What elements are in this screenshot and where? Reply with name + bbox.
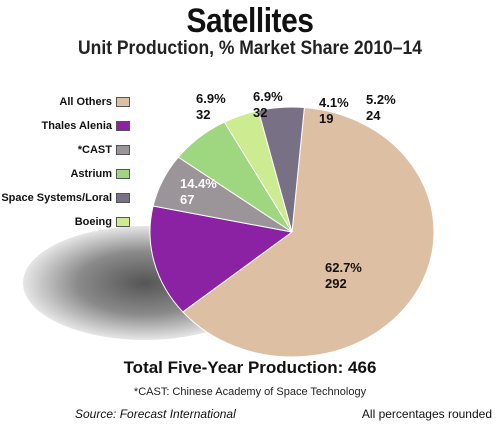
legend-item: Space Systems/Loral bbox=[0, 191, 130, 215]
slice-label-pct: 5.2% bbox=[366, 92, 396, 107]
slice-label-units: 19 bbox=[319, 111, 333, 126]
slice-label-units: 292 bbox=[325, 276, 347, 291]
rounding-note: All percentages rounded bbox=[361, 407, 492, 421]
footnote: *CAST: Chinese Academy of Space Technolo… bbox=[133, 386, 367, 398]
slice-label-pct: 62.7% bbox=[325, 260, 362, 275]
legend-swatch bbox=[116, 145, 130, 155]
slice-label-units: 32 bbox=[196, 107, 210, 122]
legend-item: All Others bbox=[0, 95, 130, 119]
pie-slice-space-systems-loral bbox=[257, 106, 305, 233]
legend-swatch bbox=[116, 97, 130, 107]
slice-label-pct: 6.9% bbox=[196, 91, 226, 106]
slice-label-units: 67 bbox=[180, 192, 194, 207]
legend-label: Space Systems/Loral bbox=[1, 192, 112, 204]
legend-swatch bbox=[116, 193, 130, 203]
legend-label: All Others bbox=[59, 96, 112, 108]
legend-swatch bbox=[116, 217, 130, 227]
slice-label-pct: 4.1% bbox=[319, 95, 349, 110]
legend-item: *CAST bbox=[0, 143, 130, 167]
pie-slice-thales-alenia bbox=[149, 205, 294, 313]
chart-legend: All Others Thales Alenia *CAST Astrium Space… bbox=[0, 95, 130, 239]
legend-item: Thales Alenia bbox=[0, 119, 130, 143]
legend-label: *CAST bbox=[77, 144, 112, 156]
legend-label: Astrium bbox=[70, 168, 112, 180]
source-note: Source: Forecast International bbox=[75, 407, 236, 421]
slice-label-units: 24 bbox=[366, 108, 381, 123]
pie-slices bbox=[149, 106, 435, 358]
chart-title: Satellites bbox=[186, 2, 314, 40]
legend-item: Astrium bbox=[0, 167, 130, 191]
chart-subtitle: Unit Production, % Market Share 2010–14 bbox=[78, 38, 422, 59]
total-production: Total Five-Year Production: 466 bbox=[123, 358, 377, 377]
slice-label-pct: 14.4% bbox=[180, 176, 217, 191]
slice-label-units: 32 bbox=[253, 105, 267, 120]
pie-slice-all-others bbox=[182, 106, 435, 358]
legend-swatch bbox=[116, 121, 130, 131]
legend-swatch bbox=[116, 169, 130, 179]
slice-label-pct: 6.9% bbox=[253, 89, 283, 104]
legend-label: Thales Alenia bbox=[41, 120, 112, 132]
legend-item: Boeing bbox=[0, 215, 130, 239]
legend-label: Boeing bbox=[74, 216, 112, 228]
